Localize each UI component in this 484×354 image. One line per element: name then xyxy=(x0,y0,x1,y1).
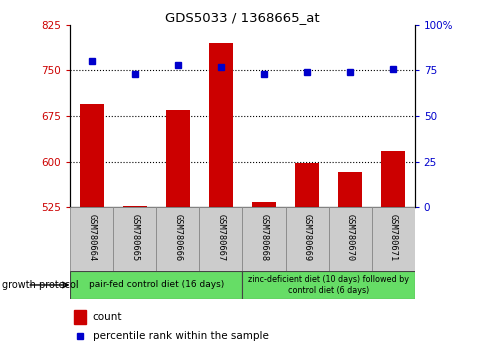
FancyBboxPatch shape xyxy=(70,271,242,299)
FancyBboxPatch shape xyxy=(199,207,242,271)
Bar xyxy=(74,310,86,324)
Bar xyxy=(252,202,275,207)
Bar xyxy=(380,151,404,207)
Text: GSM780670: GSM780670 xyxy=(345,214,354,261)
FancyBboxPatch shape xyxy=(242,207,285,271)
Text: GSM780664: GSM780664 xyxy=(87,214,96,261)
FancyBboxPatch shape xyxy=(113,207,156,271)
Title: GDS5033 / 1368665_at: GDS5033 / 1368665_at xyxy=(165,11,319,24)
Bar xyxy=(295,163,318,207)
Bar xyxy=(80,104,104,207)
Text: percentile rank within the sample: percentile rank within the sample xyxy=(92,331,268,341)
Text: zinc-deficient diet (10 days) followed by
control diet (6 days): zinc-deficient diet (10 days) followed b… xyxy=(248,275,408,295)
Bar xyxy=(123,206,147,207)
Text: count: count xyxy=(92,312,122,322)
Text: GSM780668: GSM780668 xyxy=(259,214,268,261)
Text: GSM780667: GSM780667 xyxy=(216,214,225,261)
FancyBboxPatch shape xyxy=(328,207,371,271)
FancyBboxPatch shape xyxy=(285,207,328,271)
FancyBboxPatch shape xyxy=(156,207,199,271)
FancyBboxPatch shape xyxy=(371,207,414,271)
Text: GSM780666: GSM780666 xyxy=(173,214,182,261)
Bar xyxy=(337,172,361,207)
FancyBboxPatch shape xyxy=(242,271,414,299)
Text: pair-fed control diet (16 days): pair-fed control diet (16 days) xyxy=(89,280,224,290)
Bar xyxy=(166,110,189,207)
Text: GSM780665: GSM780665 xyxy=(130,214,139,261)
Text: GSM780669: GSM780669 xyxy=(302,214,311,261)
Bar xyxy=(209,43,232,207)
Text: growth protocol: growth protocol xyxy=(2,280,79,290)
FancyBboxPatch shape xyxy=(70,207,113,271)
Text: GSM780671: GSM780671 xyxy=(388,214,397,261)
